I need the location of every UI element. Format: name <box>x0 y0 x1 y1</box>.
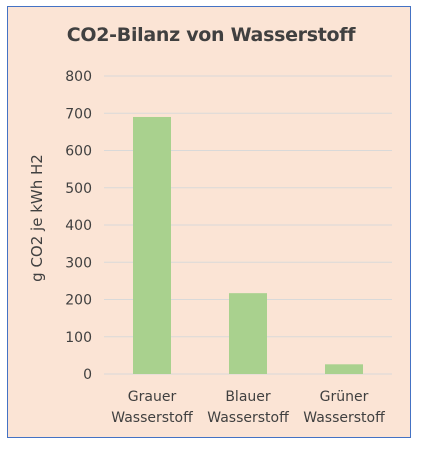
y-tick-label: 400 <box>65 218 92 234</box>
y-axis-label: g CO2 je kWh H2 <box>28 154 46 282</box>
bar <box>325 364 363 374</box>
x-category-labels: Grauer Wasserstoff Blauer Wasserstoff Grüner… <box>111 389 385 426</box>
bars <box>133 116 363 374</box>
chart-title: CO2-Bilanz von Wasserstoff <box>66 24 356 46</box>
bar <box>229 293 267 374</box>
y-tick-label: 800 <box>65 69 92 85</box>
y-tick-label: 300 <box>65 255 92 271</box>
y-tick-label: 100 <box>65 330 92 346</box>
x-category-label: Wasserstoff <box>111 410 193 426</box>
y-tick-labels: 0 100 200 300 400 500 600 700 800 <box>65 69 92 383</box>
x-category-label: Grauer <box>128 389 177 405</box>
y-tick-label: 700 <box>65 106 92 122</box>
bar <box>133 116 171 374</box>
y-tick-label: 500 <box>65 181 92 197</box>
x-category-label: Blauer <box>225 389 271 405</box>
y-tick-label: 0 <box>83 367 92 383</box>
x-category-label: Wasserstoff <box>207 410 289 426</box>
y-tick-label: 200 <box>65 293 92 309</box>
x-category-label: Wasserstoff <box>303 410 385 426</box>
x-category-label: Grüner <box>320 389 369 405</box>
y-tick-label: 600 <box>65 144 92 160</box>
